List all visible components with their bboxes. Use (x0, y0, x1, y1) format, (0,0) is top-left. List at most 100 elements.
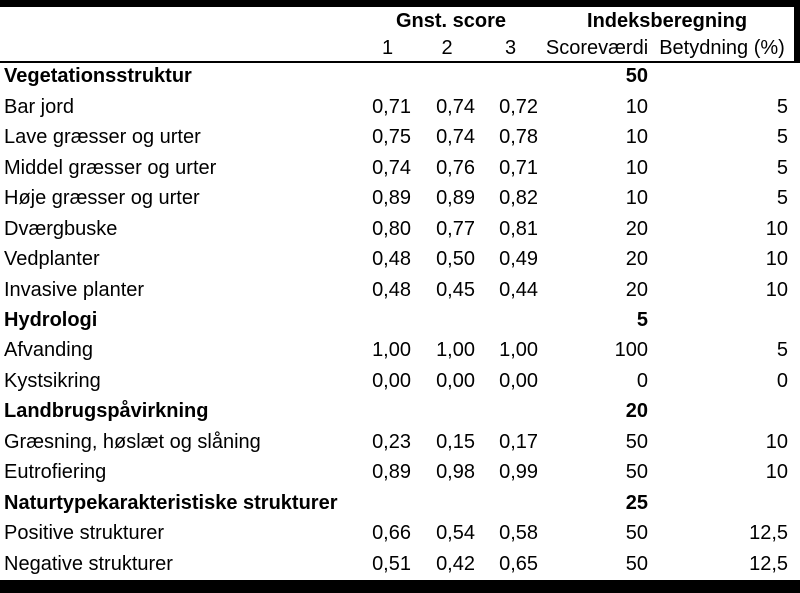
cell-betydning: 10 (765, 217, 789, 240)
table-row: Dværgbuske 0,80 0,77 0,81 20 10 (0, 213, 792, 243)
header-right-rule (794, 0, 800, 63)
cell-score-3: 0,58 (499, 522, 539, 545)
cell-score-2: 0,74 (436, 126, 475, 149)
table-row: Eutrofiering 0,89 0,98 0,99 50 10 (0, 457, 792, 487)
cell-betydning: 10 (765, 430, 789, 453)
cell-score-3: 0,00 (499, 369, 539, 392)
cell-score-1: 0,80 (372, 217, 411, 240)
cell-score-3 (479, 488, 542, 518)
cell-score-3: 0,44 (499, 278, 539, 301)
cell-label: Positive strukturer (4, 522, 165, 545)
header-gnst-score: Gnst. score (395, 9, 507, 32)
header-col-betydning: Betydning (%) (659, 36, 785, 59)
cell-betydning: 10 (765, 278, 789, 301)
header-underline (0, 61, 800, 63)
cell-score-1: 0,00 (372, 369, 411, 392)
table-row: Positive strukturer 0,66 0,54 0,58 50 12… (0, 518, 792, 548)
cell-betydning: 5 (776, 339, 789, 362)
cell-scorevaerdi: 20 (625, 217, 649, 240)
bottom-rule (0, 580, 800, 593)
cell-score-1: 0,75 (372, 126, 411, 149)
cell-label: Bar jord (4, 95, 75, 118)
cell-score-2 (415, 396, 479, 426)
cell-score-1: 0,71 (372, 95, 411, 118)
table-body: Vegetationsstruktur 50 Bar jord 0,71 0,7… (0, 61, 792, 579)
header-indeksberegning: Indeksberegning (587, 9, 748, 32)
table-row: Vegetationsstruktur 50 (0, 61, 792, 91)
cell-scorevaerdi: 50 (625, 461, 649, 484)
table-row: Vedplanter 0,48 0,50 0,49 20 10 (0, 244, 792, 274)
cell-scorevaerdi: 25 (625, 491, 649, 514)
cell-score-2 (415, 488, 479, 518)
cell-scorevaerdi: 20 (625, 278, 649, 301)
cell-scorevaerdi: 50 (625, 65, 649, 88)
cell-betydning: 10 (765, 248, 789, 271)
cell-label: Afvanding (4, 339, 93, 362)
table-row: Afvanding 1,00 1,00 1,00 100 5 (0, 335, 792, 365)
cell-score-3: 0,17 (499, 430, 539, 453)
cell-score-1: 0,89 (372, 461, 411, 484)
cell-scorevaerdi: 50 (625, 552, 649, 575)
cell-score-2: 0,54 (436, 522, 475, 545)
cell-score-2 (415, 61, 479, 91)
cell-label: Landbrugspåvirkning (4, 400, 209, 423)
cell-score-3: 1,00 (499, 339, 539, 362)
cell-scorevaerdi: 50 (625, 522, 649, 545)
cell-score-1: 0,74 (372, 156, 411, 179)
cell-betydning (652, 488, 792, 518)
cell-scorevaerdi: 10 (625, 95, 649, 118)
cell-score-2: 0,45 (436, 278, 475, 301)
header-sub-row: 1 2 3 Scoreværdi Betydning (%) (0, 34, 792, 61)
cell-score-3: 0,71 (499, 156, 539, 179)
header-col-3: 3 (504, 36, 517, 59)
cell-label: Vedplanter (4, 248, 100, 271)
cell-score-3: 0,78 (499, 126, 539, 149)
cell-score-1: 0,89 (372, 187, 411, 210)
cell-score-1: 0,23 (372, 430, 411, 453)
cell-scorevaerdi: 20 (625, 400, 649, 423)
cell-betydning (652, 396, 792, 426)
cell-betydning: 12,5 (749, 552, 789, 575)
cell-label: Negative strukturer (4, 552, 173, 575)
cell-betydning: 5 (776, 95, 789, 118)
cell-label: Kystsikring (4, 369, 101, 392)
cell-betydning: 5 (776, 187, 789, 210)
cell-scorevaerdi: 10 (625, 156, 649, 179)
cell-score-3: 0,99 (499, 461, 539, 484)
cell-betydning (652, 61, 792, 91)
header-col-scorevaerdi: Scoreværdi (545, 36, 649, 59)
cell-label: Vegetationsstruktur (4, 65, 192, 88)
cell-label: Hydrologi (4, 308, 98, 331)
cell-scorevaerdi: 100 (614, 339, 649, 362)
cell-score-1: 0,48 (372, 248, 411, 271)
cell-score-3: 0,82 (499, 187, 539, 210)
cell-score-2: 0,98 (436, 461, 475, 484)
cell-score-3 (479, 396, 542, 426)
cell-score-1 (360, 305, 415, 335)
table-row: Græsning, høslæt og slåning 0,23 0,15 0,… (0, 427, 792, 457)
cell-betydning (652, 305, 792, 335)
cell-score-1 (360, 488, 415, 518)
cell-label: Naturtypekarakteristiske strukturer (4, 491, 338, 514)
cell-score-2: 0,74 (436, 95, 475, 118)
table-row: Kystsikring 0,00 0,00 0,00 0 0 (0, 366, 792, 396)
score-table: Gnst. score Indeksberegning 1 2 3 Scorev… (0, 7, 792, 579)
cell-betydning: 10 (765, 461, 789, 484)
cell-label: Dværgbuske (4, 217, 118, 240)
cell-score-3 (479, 61, 542, 91)
header-col-2: 2 (441, 36, 453, 59)
table-row: Hydrologi 5 (0, 305, 792, 335)
table-row: Middel græsser og urter 0,74 0,76 0,71 1… (0, 152, 792, 182)
cell-label: Lave græsser og urter (4, 126, 201, 149)
cell-scorevaerdi: 20 (625, 248, 649, 271)
header-group-row: Gnst. score Indeksberegning (0, 7, 792, 34)
cell-score-3: 0,49 (499, 248, 539, 271)
cell-score-2: 0,89 (436, 187, 475, 210)
cell-scorevaerdi: 10 (625, 126, 649, 149)
cell-betydning: 12,5 (749, 522, 789, 545)
cell-label: Eutrofiering (4, 461, 107, 484)
cell-label: Græsning, høslæt og slåning (4, 430, 261, 453)
cell-score-2: 1,00 (436, 339, 475, 362)
cell-score-2 (415, 305, 479, 335)
cell-betydning: 5 (776, 156, 789, 179)
